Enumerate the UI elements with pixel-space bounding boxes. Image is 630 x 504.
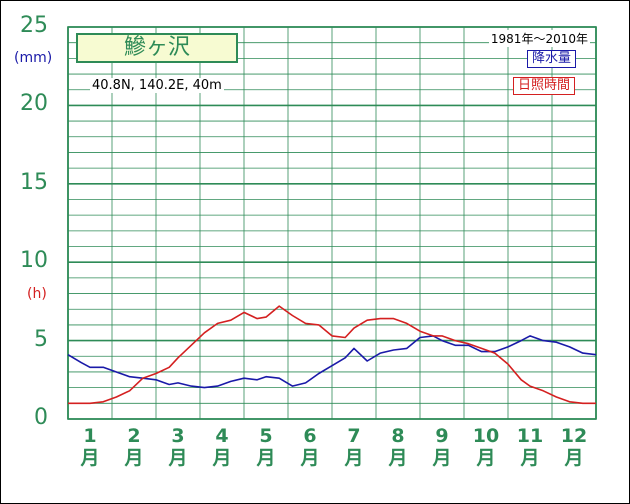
station-name: 鰺ヶ沢 <box>76 33 238 63</box>
month-label: 11 月 <box>515 425 545 469</box>
y-tick-label: 25 <box>20 13 48 38</box>
month-number: 11 <box>516 425 544 447</box>
month-number: 5 <box>259 425 273 447</box>
precipitation-unit: (mm) <box>14 50 53 66</box>
month-unit: 月 <box>300 447 320 469</box>
month-number: 2 <box>127 425 141 447</box>
month-number: 9 <box>435 425 449 447</box>
y-tick-label: 5 <box>34 326 48 352</box>
legend-sunshine: 日照時間 <box>513 77 576 95</box>
month-number: 10 <box>472 425 500 447</box>
month-unit: 月 <box>80 447 100 469</box>
y-tick-label: 15 <box>20 169 48 195</box>
month-number: 8 <box>391 425 405 447</box>
precipitation-line <box>67 335 597 389</box>
month-number: 6 <box>303 425 317 447</box>
month-label: 10 月 <box>471 425 501 469</box>
sunshine-unit: (h) <box>27 286 47 302</box>
period-label: 1981年～2010年 <box>488 30 590 47</box>
month-unit: 月 <box>168 447 188 469</box>
month-unit: 月 <box>432 447 452 469</box>
sunshine-line <box>68 305 596 405</box>
month-unit: 月 <box>212 447 232 469</box>
month-number: 4 <box>215 425 229 447</box>
month-label: 12 月 <box>559 425 589 469</box>
month-number: 3 <box>171 425 185 447</box>
month-unit: 月 <box>476 447 496 469</box>
month-unit: 月 <box>124 447 144 469</box>
month-number: 12 <box>560 425 588 447</box>
month-unit: 月 <box>256 447 276 469</box>
month-unit: 月 <box>520 447 540 469</box>
y-tick-label: 20 <box>20 91 48 117</box>
station-location: 40.8N, 140.2E, 40m <box>90 78 224 93</box>
month-unit: 月 <box>564 447 584 469</box>
month-number: 1 <box>83 425 97 447</box>
month-unit: 月 <box>344 447 364 469</box>
legend-precipitation: 降水量 <box>527 50 577 68</box>
plot-border <box>67 26 597 420</box>
y-tick-label: 10 <box>20 248 48 274</box>
month-number: 7 <box>347 425 361 447</box>
month-unit: 月 <box>388 447 408 469</box>
y-tick-label: 0 <box>34 405 48 430</box>
